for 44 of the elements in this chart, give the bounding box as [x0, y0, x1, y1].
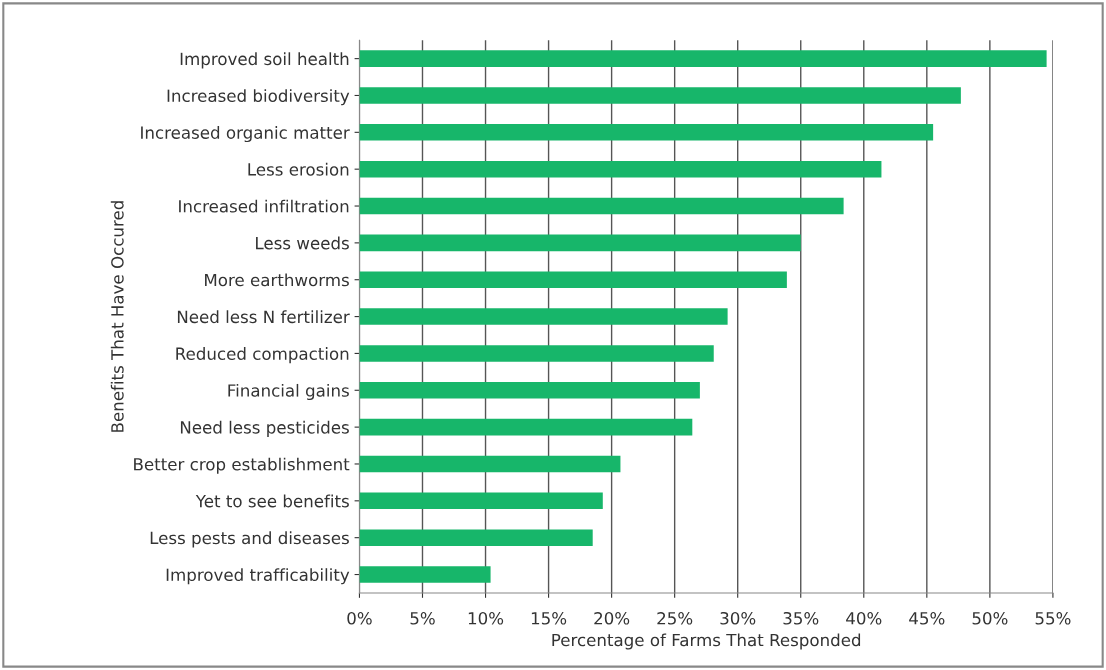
- bar: [359, 271, 787, 289]
- bar: [359, 124, 934, 141]
- y-tick-label: Financial gains: [228, 383, 349, 401]
- y-tick-label: Increased organic matter: [141, 125, 350, 143]
- y-tick-label: Increased biodiversity: [167, 89, 350, 106]
- bar: [359, 381, 700, 399]
- y-tick-label: Need less N fertilizer: [177, 310, 350, 324]
- bar: [359, 492, 603, 510]
- y-tick-label: Better crop establishment: [134, 457, 350, 474]
- y-tick-label: Less erosion: [248, 162, 349, 176]
- bar: [359, 308, 728, 325]
- x-tick-label: 15%: [531, 611, 567, 625]
- y-tick-label: More earthworms: [205, 273, 349, 287]
- y-tick-label: Improved trafficability: [166, 568, 350, 585]
- y-tick-label: Improved soil health: [180, 52, 349, 69]
- y-tick-label: Reduced compaction: [176, 347, 349, 364]
- x-tick-label: 55%: [1035, 611, 1071, 625]
- y-tick-label: Yet to see benefits: [195, 494, 349, 508]
- x-tick-label: 20%: [594, 611, 630, 625]
- y-tick-label: Less weeds: [256, 236, 349, 250]
- y-tick-label: Less pests and diseases: [150, 531, 349, 548]
- bar: [359, 418, 693, 436]
- y-tick-label: Increased infiltration: [179, 199, 349, 213]
- y-axis-title: Benefits That Have Occured: [110, 201, 124, 432]
- bar: [359, 566, 491, 583]
- x-tick-label: 45%: [909, 611, 945, 625]
- x-tick-label: 30%: [720, 611, 756, 625]
- bar: [359, 87, 961, 104]
- x-tick-label: 40%: [846, 611, 882, 625]
- x-axis-title: Percentage of Farms That Responded: [552, 633, 861, 650]
- bar: [359, 234, 801, 252]
- bar: [359, 50, 1047, 67]
- x-tick-label: 5%: [410, 611, 435, 625]
- x-tick-label: 25%: [657, 611, 693, 625]
- y-tick-label: Need less pesticides: [180, 420, 349, 437]
- x-tick-label: 0%: [347, 611, 372, 625]
- x-tick-label: 50%: [972, 611, 1008, 625]
- bar: [359, 455, 621, 473]
- bar: [359, 197, 844, 215]
- x-tick-label: 35%: [783, 611, 819, 625]
- bar: [359, 529, 593, 546]
- bar: [359, 160, 882, 178]
- bar: [359, 345, 714, 362]
- x-tick-label: 10%: [468, 611, 504, 625]
